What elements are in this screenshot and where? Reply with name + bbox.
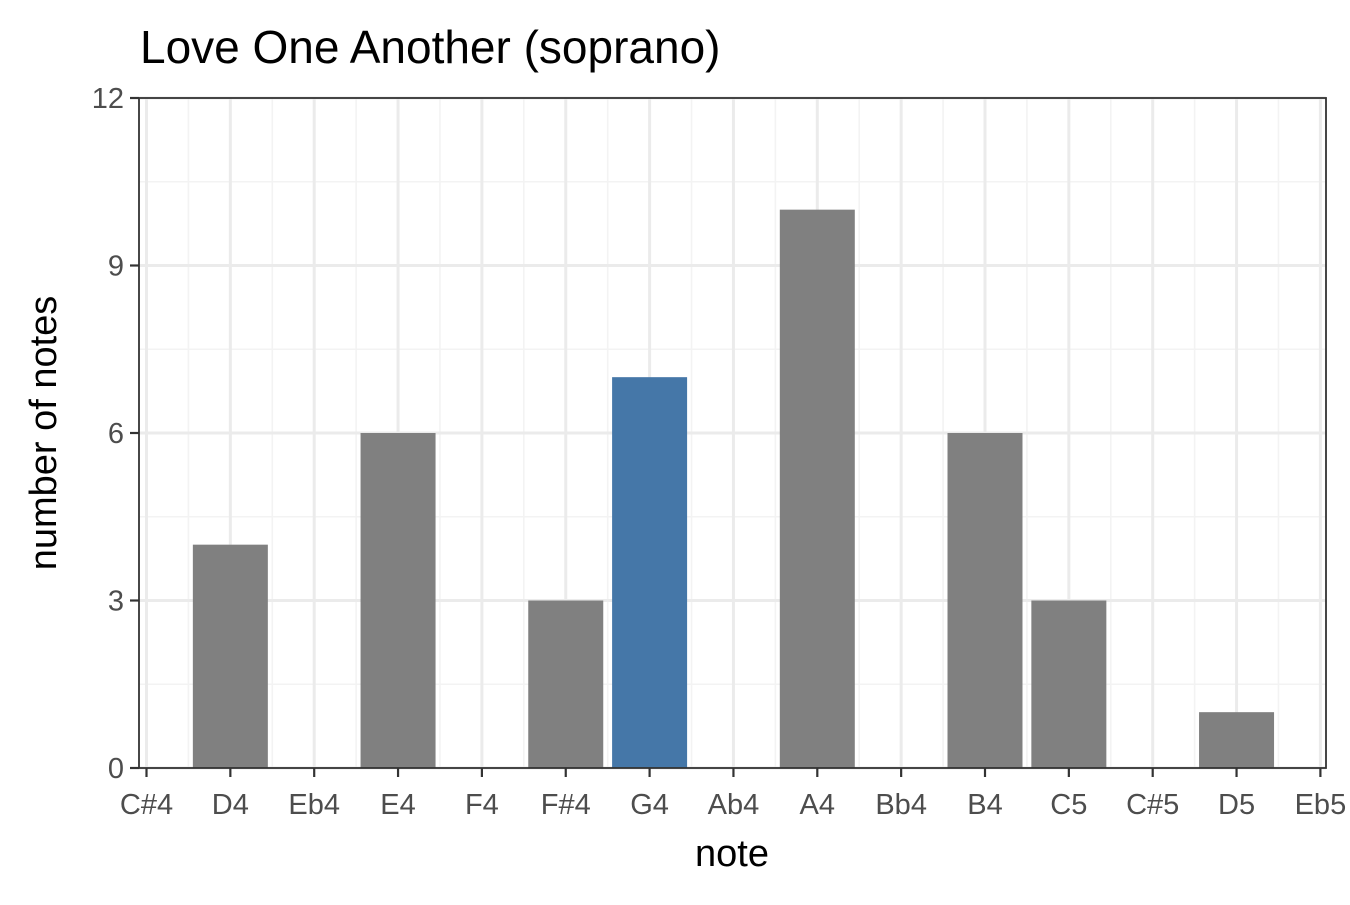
x-tick-label: G4 [630,789,669,821]
x-tick-label: Ab4 [708,789,760,821]
bar-g4 [612,377,688,768]
x-tick-label: Eb5 [1295,789,1347,821]
x-tick-label: Eb4 [288,789,340,821]
bar-b4 [947,433,1023,768]
y-tick-label: 3 [108,586,124,618]
y-tick-label: 12 [92,83,124,115]
x-axis-title: note [695,833,769,875]
x-tick-label: E4 [380,789,415,821]
bars [192,209,1275,768]
bar-d4 [192,544,268,768]
bar-a4 [779,209,855,768]
x-tick-label: C5 [1050,789,1087,821]
x-tick-label: Bb4 [875,789,927,821]
x-axis: C#4 D4 Eb4 E4 F4 F#4 G4 Ab4 A4 Bb4 B4 C5 C#5 D5 Eb5 [120,768,1346,821]
y-tick-label: 9 [108,251,124,283]
y-tick-label: 6 [108,418,124,450]
bar-fsharp4 [528,600,604,768]
gridlines [139,96,1326,770]
x-tick-label: A4 [800,789,835,821]
x-tick-label: B4 [967,789,1002,821]
chart-title: Love One Another (soprano) [140,21,720,73]
x-tick-label: C#4 [120,789,173,821]
x-tick-label: F#4 [541,789,591,821]
y-tick-label: 0 [108,753,124,785]
bar-c5 [1031,600,1107,768]
y-axis-title: number of notes [23,296,65,571]
x-tick-label: D4 [212,789,249,821]
bar-d5 [1199,712,1275,768]
x-tick-label: C#5 [1126,789,1179,821]
y-axis: 0 3 6 9 12 [92,83,139,785]
x-tick-label: F4 [465,789,499,821]
bar-e4 [360,433,436,768]
x-tick-label: D5 [1218,789,1255,821]
